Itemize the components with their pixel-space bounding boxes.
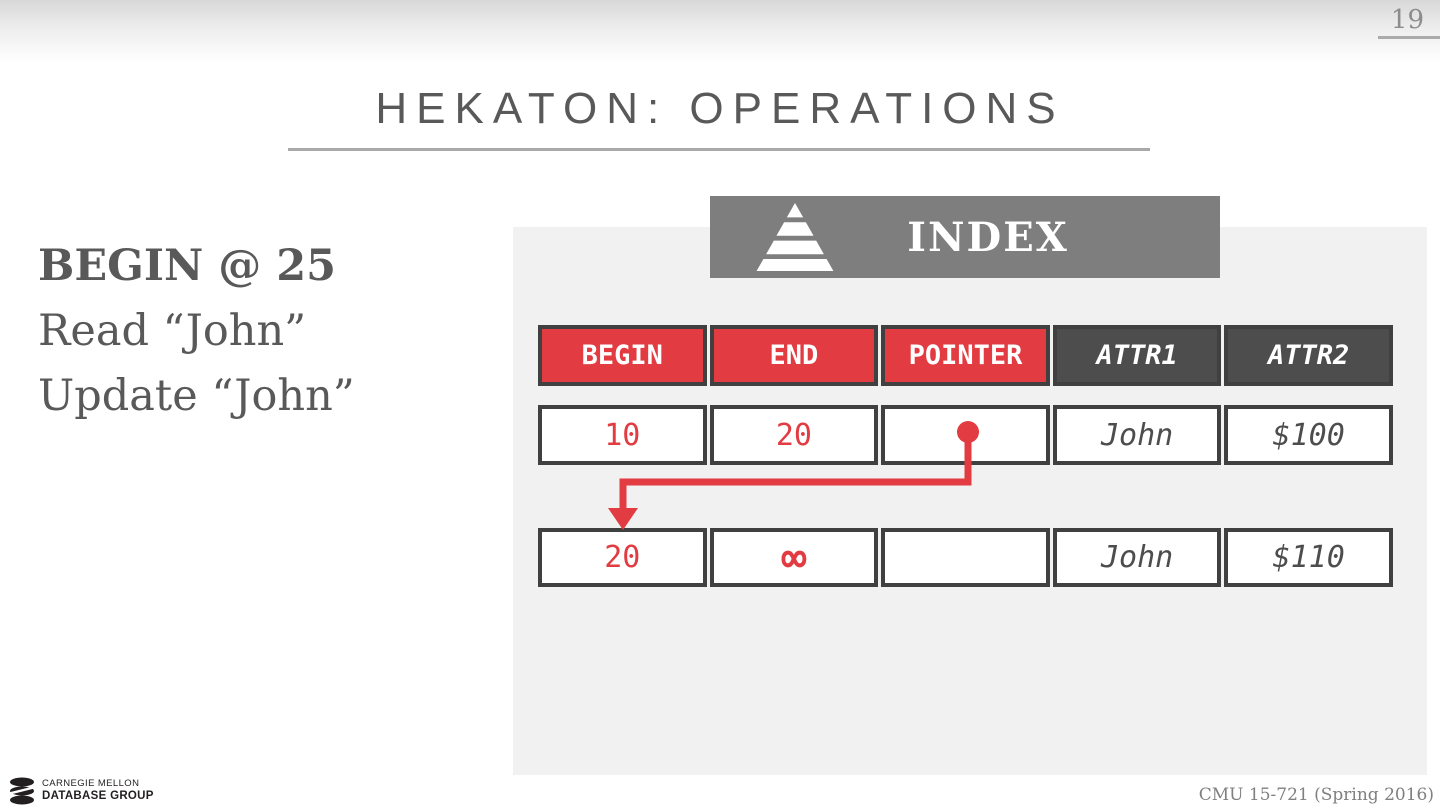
header-cell-end: END: [709, 325, 879, 386]
pyramid-index-icon: [756, 203, 834, 271]
transaction-read-line: Read “John”: [38, 306, 307, 356]
row1-attr2-cell: $100: [1224, 405, 1393, 465]
row2-pointer-cell: [881, 528, 1050, 587]
top-gradient-band: [0, 0, 1440, 62]
mvcc-diagram-panel: [513, 227, 1427, 775]
logo-line-database-group: DATABASE GROUP: [42, 789, 154, 802]
title-underline: [288, 148, 1150, 151]
version-table-header-row: BEGIN END POINTER ATTR1 ATTR2: [538, 325, 1393, 386]
page-number: 19: [1390, 5, 1424, 35]
database-stack-icon: [8, 777, 38, 805]
header-cell-attr1: ATTR1: [1052, 325, 1222, 386]
course-label: CMU 15-721 (Spring 2016): [1198, 785, 1434, 805]
row1-end-cell: 20: [709, 405, 879, 465]
header-cell-pointer: POINTER: [881, 325, 1050, 386]
row1-begin-cell: 10: [538, 405, 707, 465]
transaction-text-block: BEGIN @ 25 Read “John” Update “John”: [38, 234, 355, 429]
page-number-underline: [1378, 36, 1440, 39]
version-row-2: 20 ∞ John $110: [538, 528, 1393, 587]
page-title: HEKATON: OPERATIONS: [375, 84, 1065, 133]
logo-text: CARNEGIE MELLON DATABASE GROUP: [42, 777, 154, 803]
row2-begin-cell: 20: [538, 528, 707, 587]
transaction-begin-line: BEGIN @ 25: [38, 241, 337, 291]
version-row-1: 10 20 John $100: [538, 405, 1393, 465]
transaction-update-line: Update “John”: [38, 371, 355, 421]
logo-line-carnegie-mellon: CARNEGIE MELLON: [42, 777, 140, 789]
header-cell-begin: BEGIN: [538, 325, 707, 386]
row2-attr2-cell: $110: [1224, 528, 1393, 587]
row2-attr1-cell: John: [1052, 528, 1222, 587]
index-label: INDEX: [907, 213, 1069, 261]
row1-attr1-cell: John: [1052, 405, 1222, 465]
cmu-db-group-logo: CARNEGIE MELLON DATABASE GROUP: [8, 776, 154, 806]
index-header-box: INDEX: [710, 196, 1220, 278]
header-cell-attr2: ATTR2: [1224, 325, 1393, 386]
row2-end-cell-infinity: ∞: [709, 528, 879, 587]
row1-pointer-cell: [881, 405, 1050, 465]
